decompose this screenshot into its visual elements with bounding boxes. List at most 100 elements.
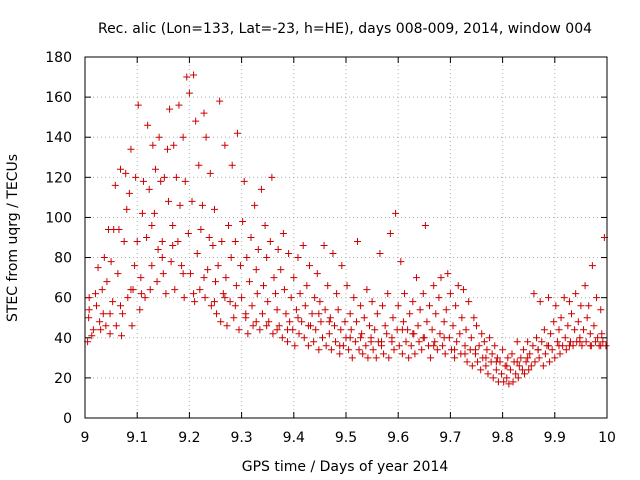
data-point bbox=[346, 334, 354, 342]
data-point bbox=[400, 290, 408, 298]
data-point bbox=[174, 238, 182, 246]
data-point bbox=[430, 282, 438, 290]
data-point bbox=[531, 358, 539, 366]
data-point bbox=[385, 354, 393, 362]
data-point bbox=[552, 302, 560, 310]
x-tick-label: 10 bbox=[598, 430, 616, 446]
data-point bbox=[518, 366, 526, 374]
data-point bbox=[540, 326, 548, 334]
data-point bbox=[465, 298, 473, 306]
data-point bbox=[360, 314, 368, 322]
data-point bbox=[290, 274, 298, 282]
data-point bbox=[492, 358, 500, 366]
data-point bbox=[459, 286, 467, 294]
data-point bbox=[395, 342, 403, 350]
data-point bbox=[394, 302, 402, 310]
data-point bbox=[127, 145, 135, 153]
data-point bbox=[373, 310, 381, 318]
data-point bbox=[242, 314, 250, 322]
data-point bbox=[296, 290, 304, 298]
data-point bbox=[451, 354, 459, 362]
data-point bbox=[243, 254, 251, 262]
data-point bbox=[180, 294, 188, 302]
data-point bbox=[578, 342, 586, 350]
data-point bbox=[148, 262, 156, 270]
data-point bbox=[376, 250, 384, 258]
data-point bbox=[313, 270, 321, 278]
data-point bbox=[167, 258, 175, 266]
data-point bbox=[201, 294, 209, 302]
data-point bbox=[590, 322, 598, 330]
data-point bbox=[440, 318, 448, 326]
y-tick-labels: 0 20 40 60 80 100 120 140 160 180 bbox=[45, 50, 72, 427]
x-tick-label: 9.3 bbox=[230, 430, 252, 446]
data-point bbox=[517, 354, 525, 362]
data-point bbox=[158, 238, 166, 246]
data-point bbox=[237, 262, 245, 270]
data-point bbox=[524, 354, 532, 362]
data-point bbox=[252, 318, 260, 326]
data-point bbox=[553, 338, 561, 346]
data-point bbox=[326, 314, 334, 322]
data-point bbox=[169, 242, 177, 250]
data-point bbox=[512, 370, 520, 378]
data-point bbox=[315, 346, 323, 354]
data-point bbox=[327, 346, 335, 354]
data-point bbox=[248, 302, 256, 310]
data-point bbox=[277, 266, 285, 274]
data-point bbox=[419, 334, 427, 342]
data-point bbox=[565, 298, 573, 306]
data-point bbox=[453, 338, 461, 346]
data-point bbox=[106, 330, 114, 338]
y-tick-label: 60 bbox=[54, 291, 72, 307]
data-point bbox=[458, 314, 466, 322]
data-point bbox=[529, 342, 537, 350]
data-point bbox=[409, 330, 417, 338]
data-point bbox=[171, 286, 179, 294]
data-point bbox=[388, 334, 396, 342]
data-point bbox=[131, 262, 139, 270]
data-point bbox=[452, 302, 460, 310]
data-point bbox=[219, 290, 227, 298]
data-point bbox=[350, 294, 358, 302]
x-tick-labels: 9 9.1 9.2 9.3 9.4 9.5 9.6 9.7 9.8 9.9 10 bbox=[81, 430, 616, 446]
data-point bbox=[352, 318, 360, 326]
data-point bbox=[106, 310, 114, 318]
data-point bbox=[522, 358, 530, 366]
x-tick-label: 9.7 bbox=[439, 430, 461, 446]
data-point bbox=[325, 318, 333, 326]
data-point bbox=[547, 330, 555, 338]
data-point bbox=[170, 141, 178, 149]
data-point bbox=[316, 298, 324, 306]
data-point bbox=[111, 181, 119, 189]
data-point bbox=[566, 338, 574, 346]
data-point bbox=[509, 378, 517, 386]
data-point bbox=[322, 342, 330, 350]
data-point bbox=[527, 362, 535, 370]
data-point bbox=[159, 270, 167, 278]
data-point bbox=[416, 306, 424, 314]
data-point bbox=[545, 342, 553, 350]
data-point bbox=[291, 342, 299, 350]
data-point bbox=[329, 250, 337, 258]
data-point bbox=[305, 262, 313, 270]
data-point bbox=[377, 338, 385, 346]
x-tick-label: 9.2 bbox=[178, 430, 200, 446]
data-point bbox=[175, 101, 183, 109]
data-point bbox=[333, 290, 341, 298]
data-point bbox=[299, 242, 307, 250]
data-point bbox=[372, 354, 380, 362]
data-point bbox=[257, 185, 265, 193]
data-point bbox=[368, 298, 376, 306]
data-point bbox=[141, 294, 149, 302]
data-point bbox=[261, 221, 269, 229]
data-point bbox=[592, 338, 600, 346]
data-point bbox=[263, 254, 271, 262]
data-point bbox=[128, 322, 136, 330]
chart-title: Rec. alic (Lon=133, Lat=-23, h=HE), days… bbox=[98, 21, 592, 37]
data-point bbox=[179, 133, 187, 141]
data-point bbox=[456, 330, 464, 338]
data-point bbox=[463, 358, 471, 366]
data-point bbox=[525, 366, 533, 374]
